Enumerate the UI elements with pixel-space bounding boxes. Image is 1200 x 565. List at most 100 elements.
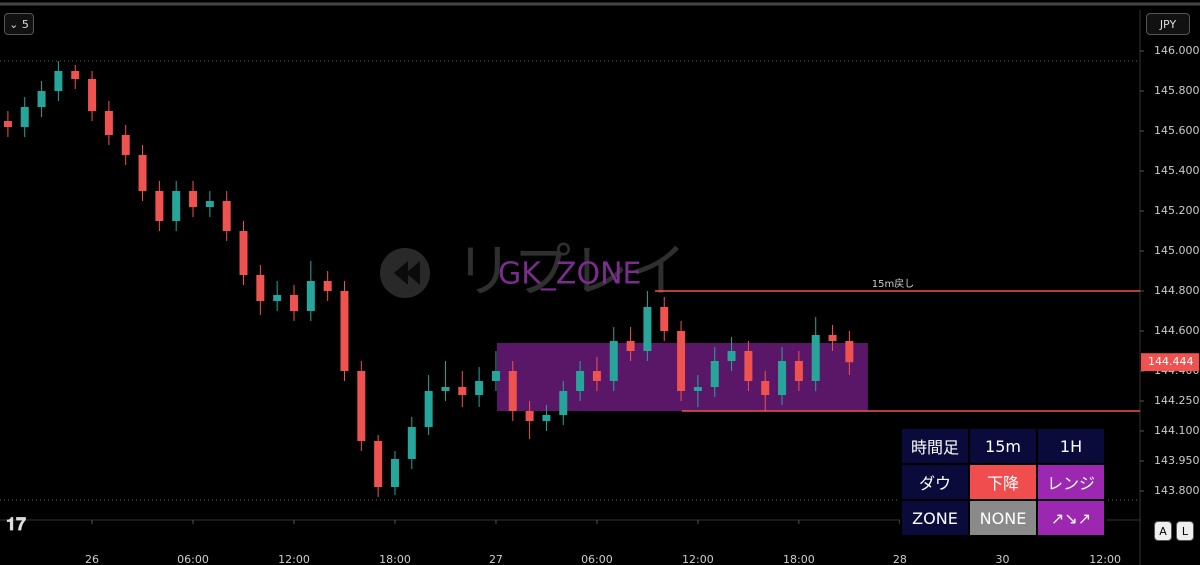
table-cell: NONE [968, 499, 1038, 537]
replay-icon [380, 248, 430, 298]
candle-body [441, 387, 450, 391]
interval: 5 [21, 17, 29, 31]
candle-body [189, 191, 198, 207]
y-tick-label: 143.950 [1154, 454, 1200, 467]
interval-button[interactable]: ⌄ 5 [4, 13, 34, 35]
candle-body [677, 331, 686, 391]
table-cell: ZONE [900, 499, 970, 537]
candle-body [710, 361, 719, 387]
tv-logo: 𝟏𝟕 [6, 514, 26, 535]
candle-body [390, 459, 399, 487]
log-button[interactable]: L [1176, 521, 1194, 541]
x-tick-label: 06:00 [581, 553, 613, 565]
candle-body [273, 295, 282, 301]
currency-button[interactable]: JPY [1146, 13, 1190, 35]
candle-body [290, 295, 299, 311]
y-tick-label: 144.800 [1154, 284, 1200, 297]
y-tick-label: 143.800 [1154, 484, 1200, 497]
candle-body [845, 341, 854, 363]
candle-body [660, 307, 669, 331]
chevron: ⌄ [9, 17, 22, 31]
candle-body [508, 371, 517, 411]
y-tick-label: 145.400 [1154, 164, 1200, 177]
candle-body [407, 427, 416, 459]
candle-body [138, 155, 147, 191]
table-cell: 時間足 [900, 427, 970, 465]
candle-body [155, 191, 164, 221]
table-row: ZONE NONE ↗↘↗ [900, 499, 1106, 537]
last-price-label: 144.444 [1148, 355, 1194, 368]
candle-body [525, 411, 534, 421]
candle-body [239, 231, 248, 275]
candle-body [458, 387, 467, 395]
table-row: 時間足 15m 1H [900, 427, 1106, 465]
candle-body [222, 201, 231, 231]
watermark-title: GK_ZONE [498, 257, 641, 292]
candle-body [794, 361, 803, 381]
x-tick-label: 12:00 [278, 553, 310, 565]
candle-body [88, 79, 97, 111]
table-cell: ↗↘↗ [1036, 499, 1106, 537]
table-cell: ダウ [900, 463, 970, 501]
candle-body [306, 281, 315, 311]
candle-body [104, 111, 113, 135]
x-tick-label: 06:00 [177, 553, 209, 565]
level-label: 15m戻し [872, 277, 914, 290]
status-table: 時間足 15m 1H ダウ 下降 レンジ ZONE NONE ↗↘↗ [900, 427, 1106, 537]
x-tick-label: 27 [489, 553, 503, 565]
candle-body [744, 351, 753, 381]
candle-body [592, 371, 601, 381]
replay-icon-arrows [394, 261, 420, 285]
table-row: ダウ 下降 レンジ [900, 463, 1106, 501]
candle-body [256, 275, 265, 301]
last-price-box [1141, 353, 1199, 372]
table-cell: 下降 [968, 463, 1038, 501]
candle-body [374, 441, 383, 487]
candle-body [205, 201, 214, 207]
x-tick-label: 12:00 [1089, 553, 1121, 565]
y-tick-label: 145.800 [1154, 84, 1200, 97]
candle-body [643, 307, 652, 351]
candle-body [727, 351, 736, 361]
x-tick-label: 18:00 [783, 553, 815, 565]
x-tick-label: 12:00 [682, 553, 714, 565]
y-tick-label: 144.600 [1154, 324, 1200, 337]
candle-body [3, 121, 12, 127]
candle-body [542, 415, 551, 421]
y-tick-label: 144.100 [1154, 424, 1200, 437]
y-tick-label: 145.600 [1154, 124, 1200, 137]
candle-body [71, 71, 80, 79]
candle-body [323, 281, 332, 291]
candle-body [693, 387, 702, 391]
candle-body [811, 335, 820, 381]
plot: 146.000 145.800 145.600 145.400 145.200 145.0… [3, 44, 1200, 565]
candle-body [340, 291, 349, 371]
candle-body [609, 341, 618, 381]
candle-body [559, 391, 568, 415]
candle-body [828, 335, 837, 341]
table-cell: 15m [968, 427, 1038, 465]
candle-body [626, 341, 635, 351]
y-tick-label: 145.000 [1154, 244, 1200, 257]
watermark-mode: リプレイ [455, 237, 687, 305]
candle-body [121, 135, 130, 155]
candle-body [778, 361, 787, 395]
y-tick-label: 144.250 [1154, 394, 1200, 407]
x-tick-label: 28 [893, 553, 907, 565]
table-cell: レンジ [1036, 463, 1106, 501]
x-tick-label: 30 [996, 553, 1010, 565]
auto-button[interactable]: A [1154, 521, 1172, 541]
x-tick-label: 26 [85, 553, 99, 565]
candle-body [172, 191, 181, 221]
candle-body [761, 381, 770, 395]
candle-body [20, 107, 29, 127]
candle-body [37, 91, 46, 107]
candle-body [424, 391, 433, 427]
candle-body [491, 371, 500, 381]
candle-body [357, 371, 366, 441]
watermark: リプレイ [380, 237, 687, 305]
y-tick-label: 145.200 [1154, 204, 1200, 217]
x-tick-label: 18:00 [379, 553, 411, 565]
candle-body [576, 371, 585, 391]
